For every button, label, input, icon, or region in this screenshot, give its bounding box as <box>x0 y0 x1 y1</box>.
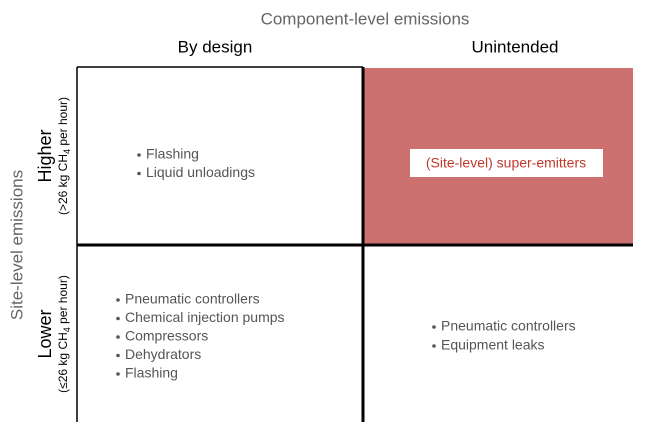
super-emitters-label: (Site-level) super-emitters <box>426 155 586 171</box>
bullet <box>432 325 436 329</box>
row-label: Higher <box>35 129 55 182</box>
side-title: Site-level emissions <box>7 170 26 320</box>
header-title: Component-level emissions <box>261 9 470 28</box>
bullet <box>116 298 120 302</box>
column-header: By design <box>178 37 253 56</box>
lists: Flashing Liquid unloadings Pneumatic contr… <box>116 146 576 381</box>
bullet <box>116 353 120 358</box>
list-item: Chemical injection pumps <box>125 309 285 325</box>
bullet <box>137 171 141 176</box>
label-box <box>410 149 603 177</box>
bullet <box>116 316 120 321</box>
list-item: Flashing <box>125 365 178 381</box>
list-item: Dehydrators <box>125 346 201 362</box>
list-item: Pneumatic controllers <box>125 291 260 307</box>
row-sublabel: (>26 kg CH4 per hour) <box>56 97 72 215</box>
list-item: Equipment leaks <box>441 337 545 353</box>
list-item: Compressors <box>125 328 208 344</box>
bullet <box>137 153 141 157</box>
bullet <box>116 372 120 376</box>
bullet <box>116 335 120 339</box>
list-item: Liquid unloadings <box>146 164 255 180</box>
list-item: Pneumatic controllers <box>441 318 576 334</box>
row-sublabel: (≤26 kg CH4 per hour) <box>56 275 72 393</box>
row-label: Lower <box>35 309 55 358</box>
bullet <box>432 344 436 348</box>
column-header: Unintended <box>472 37 559 56</box>
list-item: Flashing <box>146 146 199 162</box>
